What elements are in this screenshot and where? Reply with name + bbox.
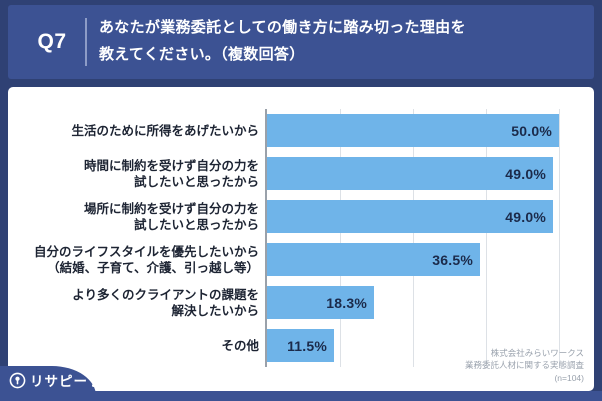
logo-text: リサピー bbox=[30, 374, 88, 389]
bar: 36.5% bbox=[267, 243, 480, 276]
bar: 11.5% bbox=[267, 329, 334, 362]
brand-logo: リサピー bbox=[9, 370, 95, 390]
category-label: 自分のライフスタイルを優先したいから （結婚、子育て、介護、引っ越し等） bbox=[33, 244, 259, 275]
gridline bbox=[413, 109, 414, 367]
bar-row: 36.5% bbox=[267, 238, 594, 281]
gridline bbox=[486, 109, 487, 367]
source-line3: (n=104) bbox=[554, 372, 584, 383]
value-label: 49.0% bbox=[505, 208, 546, 225]
question-text-line1: あなたが業務委託としての働き方に踏み切った理由を bbox=[99, 19, 466, 36]
header-divider bbox=[85, 18, 87, 66]
source-line2: 業務委託人材に関する実態調査 bbox=[464, 360, 584, 370]
value-label: 49.0% bbox=[505, 165, 546, 182]
value-label: 18.3% bbox=[326, 294, 367, 311]
bar: 49.0% bbox=[267, 200, 553, 233]
category-label: より多くのクライアントの課題を 解決したいから bbox=[72, 287, 259, 318]
y-axis-line bbox=[265, 109, 267, 367]
category-labels: 生活のために所得をあげたいから時間に制約を受けず自分の力を 試したいと思ったから場… bbox=[12, 109, 259, 367]
bar: 50.0% bbox=[267, 114, 559, 147]
value-label: 36.5% bbox=[432, 251, 473, 268]
bar: 18.3% bbox=[267, 286, 374, 319]
question-number: Q7 bbox=[37, 30, 67, 53]
source-note: 株式会社みらいワークス 業務委託人材に関する実態調査 (n=104) bbox=[465, 347, 584, 385]
bottom-accent-bar bbox=[0, 391, 602, 401]
chart-card: 生活のために所得をあげたいから時間に制約を受けず自分の力を 試したいと思ったから場… bbox=[8, 87, 594, 391]
category-label: 時間に制約を受けず自分の力を 試したいと思ったから bbox=[83, 158, 259, 189]
pin-circle-icon bbox=[9, 372, 26, 389]
bar: 49.0% bbox=[267, 157, 553, 190]
question-text: あなたが業務委託としての働き方に踏み切った理由を 教えてください。（複数回答） bbox=[99, 14, 466, 68]
bar-plot-area: 50.0% 49.0% 49.0% 36.5% 18.3% 11.5% bbox=[265, 109, 594, 367]
question-text-line2: 教えてください。（複数回答） bbox=[99, 46, 305, 63]
value-label: 11.5% bbox=[287, 337, 327, 354]
bar-row: 49.0% bbox=[267, 195, 594, 238]
gridline bbox=[340, 109, 341, 367]
category-label: 場所に制約を受けず自分の力を 試したいと思ったから bbox=[83, 201, 259, 232]
question-header: Q7 あなたが業務委託としての働き方に踏み切った理由を 教えてください。（複数回… bbox=[8, 5, 594, 79]
category-label: 生活のために所得をあげたいから bbox=[71, 123, 259, 138]
bar-row: 49.0% bbox=[267, 152, 594, 195]
bar-row: 50.0% bbox=[267, 109, 594, 152]
bar-row: 11.5% bbox=[267, 324, 594, 367]
category-label: その他 bbox=[221, 338, 259, 353]
bar-row: 18.3% bbox=[267, 281, 594, 324]
value-label: 50.0% bbox=[511, 122, 552, 139]
gridline bbox=[559, 109, 560, 367]
logo-period bbox=[92, 384, 95, 387]
source-line1: 株式会社みらいワークス bbox=[490, 347, 584, 358]
